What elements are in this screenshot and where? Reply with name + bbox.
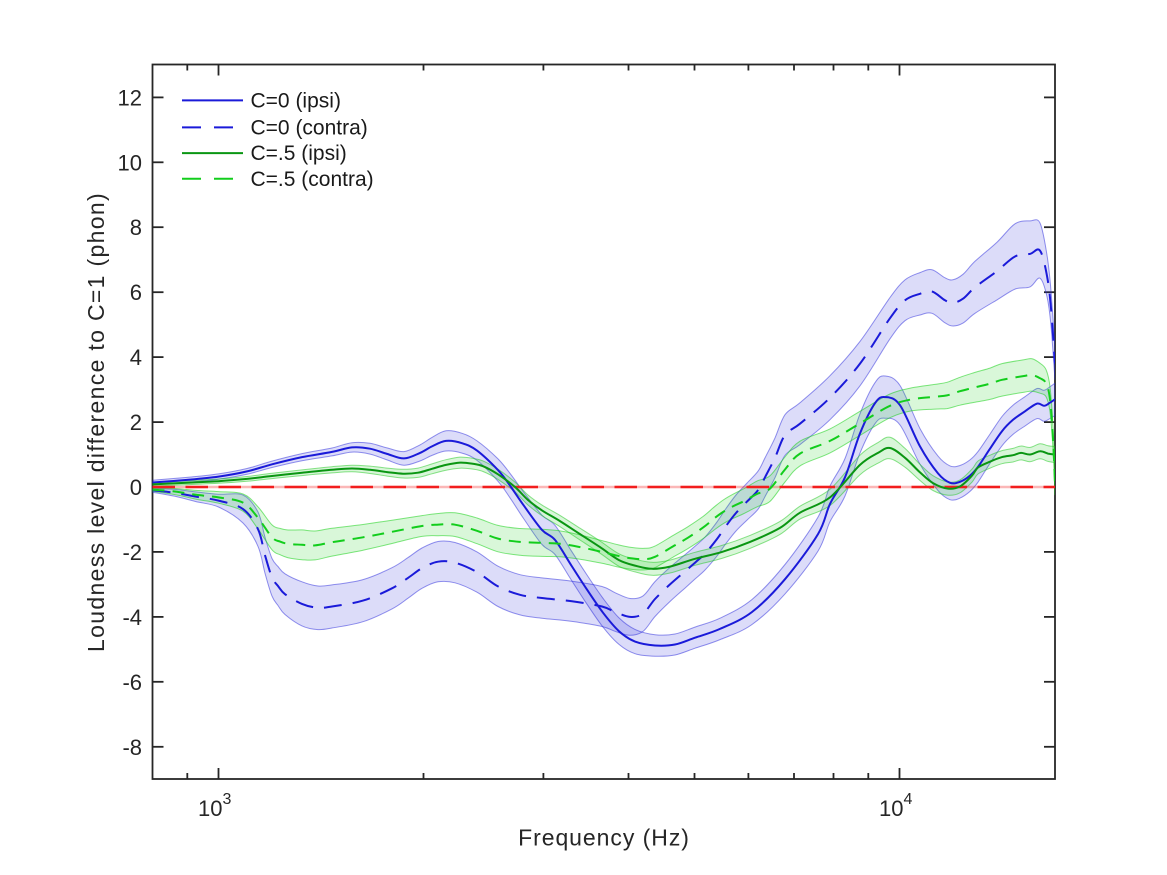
svg-text:12: 12 [118, 85, 142, 110]
svg-text:4: 4 [130, 345, 142, 370]
svg-text:8: 8 [130, 215, 142, 240]
svg-text:-2: -2 [122, 540, 142, 565]
svg-text:C=.5 (contra): C=.5 (contra) [251, 168, 374, 191]
svg-text:-8: -8 [122, 735, 142, 760]
svg-text:C=.5 (ipsi): C=.5 (ipsi) [251, 142, 347, 165]
svg-text:10: 10 [118, 150, 142, 175]
svg-text:C=0 (ipsi): C=0 (ipsi) [251, 89, 341, 112]
svg-text:6: 6 [130, 280, 142, 305]
svg-text:0: 0 [130, 475, 142, 500]
svg-text:-4: -4 [122, 605, 142, 630]
svg-text:Loudness level difference to C: Loudness level difference to C=1 (phon) [83, 192, 109, 652]
svg-text:C=0 (contra): C=0 (contra) [251, 116, 368, 139]
svg-text:2: 2 [130, 410, 142, 435]
svg-text:Frequency (Hz): Frequency (Hz) [518, 825, 690, 851]
svg-text:-6: -6 [122, 670, 142, 695]
